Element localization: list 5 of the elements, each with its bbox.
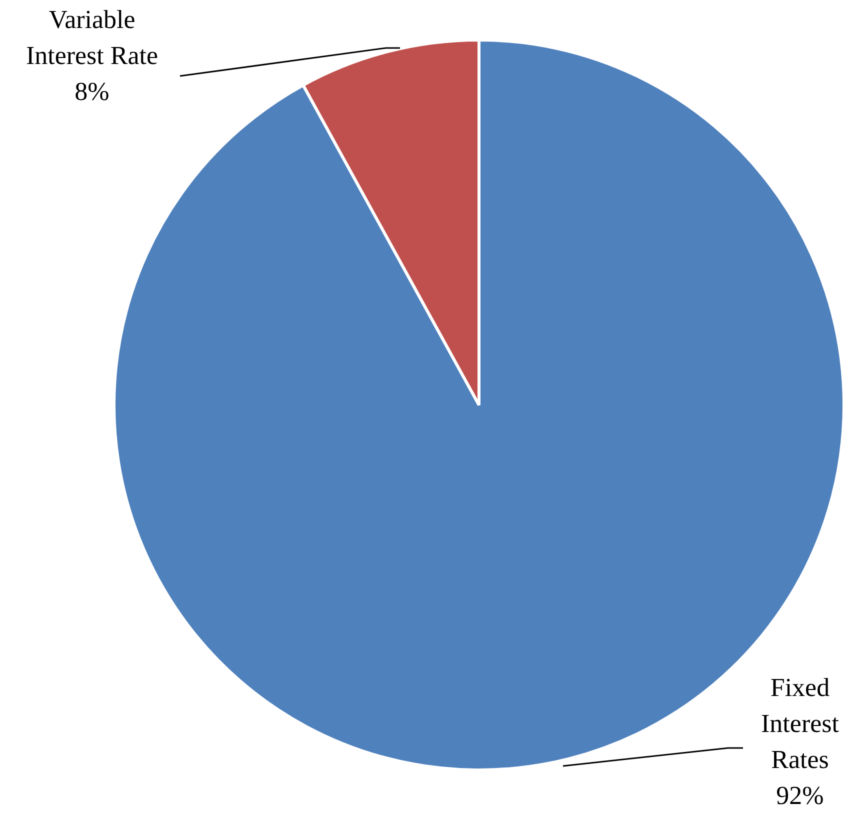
data-label: 8% <box>74 77 110 106</box>
pie-slice <box>112 38 846 771</box>
slice-label: Fixed Interest Rates <box>761 673 840 774</box>
slice-label: Variable Interest Rate <box>26 5 158 70</box>
data-label: 92% <box>776 781 824 810</box>
